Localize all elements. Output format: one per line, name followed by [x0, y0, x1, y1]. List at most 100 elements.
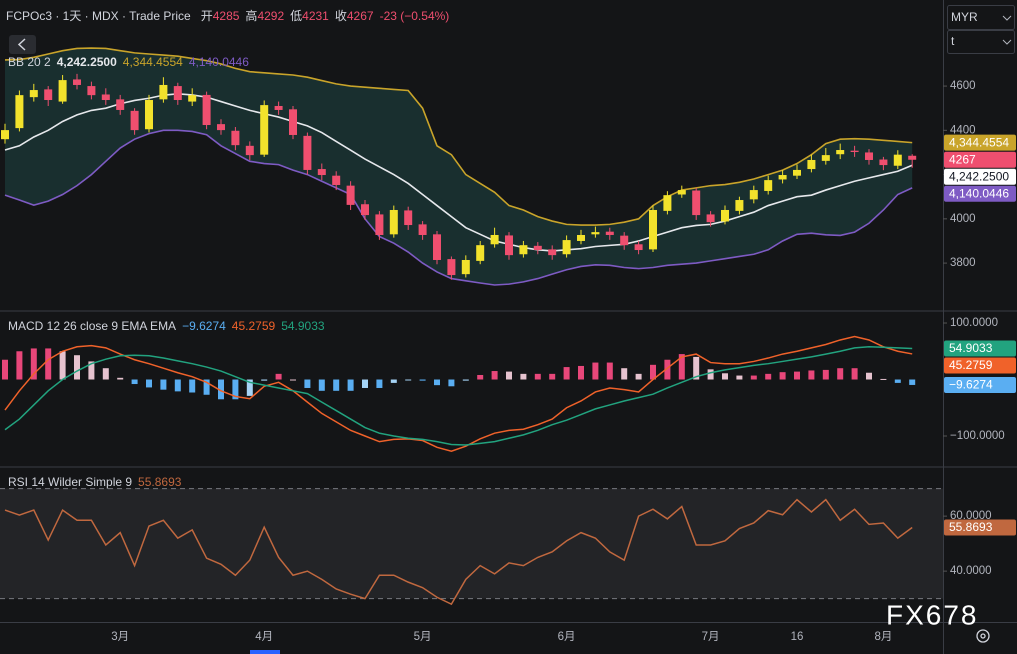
legend-name: MACD 12 26 close 9 EMA EMA [8, 319, 176, 333]
price-tag-label: 4,344.4554 [949, 135, 1009, 149]
change: -23 (−0.54%) [380, 9, 450, 23]
histogram-bar [246, 379, 253, 396]
legend-value: 54.9033 [281, 319, 325, 333]
y-tick-label: 40.0000 [950, 565, 992, 577]
histogram-bar [750, 375, 757, 380]
histogram-bar [534, 373, 541, 380]
x-tick-label: 5月 [414, 631, 432, 643]
histogram-bar [736, 375, 743, 380]
histogram-bar [304, 379, 311, 388]
histogram-bar [88, 361, 95, 380]
candle-body [548, 249, 557, 256]
settings-button[interactable] [976, 629, 990, 643]
candle-body [533, 245, 542, 251]
histogram-bar [693, 356, 700, 380]
indicator-line [4, 345, 913, 446]
candle-body [274, 105, 283, 110]
histogram-bar [822, 369, 829, 380]
legend: RSI 14 Wilder Simple 9 55.8693 [8, 475, 182, 489]
back-button[interactable] [9, 35, 36, 54]
band-fill [5, 48, 913, 285]
histogram-bar [362, 379, 368, 388]
candle-body [317, 169, 326, 176]
candle-body [807, 159, 816, 170]
histogram-bar [2, 359, 8, 380]
unit-select[interactable]: t [947, 30, 1015, 54]
candle-body [29, 90, 38, 98]
price-tag [944, 151, 1016, 168]
candle-body [865, 152, 873, 160]
histogram-bar [894, 379, 901, 383]
histogram-bar [678, 354, 685, 380]
candle-body [591, 232, 600, 235]
price-tag [944, 376, 1016, 393]
y-tick-label: 4000 [950, 213, 976, 225]
ohlc-value: 4231 [302, 9, 329, 23]
y-tick-label: 3800 [950, 257, 976, 269]
histogram-bar [621, 368, 628, 380]
candle-body [44, 89, 53, 101]
indicator-line [4, 335, 913, 453]
histogram-bar [218, 379, 224, 400]
candle-body [634, 244, 643, 251]
candle-body [418, 224, 427, 235]
candle-body [908, 155, 917, 160]
histogram-bar [549, 373, 556, 380]
price-tag [944, 519, 1016, 536]
legend: BB 20 2 4,242.2500 4,344.4554 4,140.0446 [8, 55, 249, 69]
y-tick-label: 100.0000 [950, 317, 998, 329]
histogram-bar [203, 379, 210, 395]
histogram-bar [419, 379, 426, 381]
candle-body [893, 154, 902, 166]
price-tag-label: 4,242.2500 [949, 169, 1009, 183]
candle-body [202, 94, 211, 126]
price-tag-label: 45.2759 [949, 358, 993, 372]
candle-body [461, 259, 470, 275]
candle-body [231, 130, 240, 146]
histogram-bar [376, 379, 383, 388]
candle-body [260, 105, 269, 155]
symbol: FCPOc3 · 1天 · MDX · Trade Price [6, 9, 191, 23]
ohlc-value: 4292 [257, 9, 284, 23]
candle-body [879, 159, 888, 166]
histogram-bar [30, 348, 37, 380]
ohlc-label: 开 [201, 9, 213, 23]
histogram-bar [131, 379, 138, 385]
price-tag [944, 357, 1016, 374]
histogram-bar [491, 371, 498, 380]
candle-body [217, 124, 225, 131]
candle-body [375, 214, 384, 235]
histogram-bar [506, 371, 512, 380]
watermark: FX678 [886, 599, 979, 630]
currency-select[interactable]: MYR [947, 5, 1015, 30]
candle-body [850, 150, 859, 153]
currency: MYR [951, 10, 978, 24]
unit: t [951, 34, 955, 48]
candle-body [735, 200, 744, 211]
histogram-bar [318, 379, 325, 391]
candle-body [130, 110, 139, 131]
legend-value: 4,344.4554 [123, 55, 183, 69]
candle-body [101, 94, 110, 101]
price-tag [944, 340, 1016, 357]
candle-body [706, 214, 715, 223]
candle-body [433, 234, 441, 260]
histogram-bar [765, 373, 772, 380]
candle-body [173, 86, 182, 101]
histogram-bar [866, 372, 872, 380]
y-tick-label: 4400 [950, 124, 976, 136]
candle-body [519, 245, 528, 255]
legend-value: 4,242.2500 [57, 55, 117, 69]
candle-body [764, 180, 773, 191]
histogram-bar [102, 368, 109, 380]
candle-body [490, 234, 499, 245]
band-line [4, 47, 913, 226]
histogram-bar [477, 374, 484, 380]
band-line [4, 129, 913, 286]
histogram-bar [261, 379, 268, 381]
x-tick-label: 7月 [702, 631, 720, 643]
candle-body [145, 100, 153, 130]
x-tick-label: 6月 [558, 631, 576, 643]
